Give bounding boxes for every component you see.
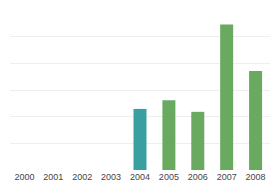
svg-text:2006: 2006 bbox=[188, 172, 208, 182]
svg-text:2005: 2005 bbox=[159, 172, 179, 182]
svg-text:2002: 2002 bbox=[72, 172, 92, 182]
svg-text:2004: 2004 bbox=[130, 172, 150, 182]
svg-text:2000: 2000 bbox=[14, 172, 34, 182]
svg-text:2001: 2001 bbox=[43, 172, 63, 182]
svg-text:2008: 2008 bbox=[246, 172, 266, 182]
svg-text:2003: 2003 bbox=[101, 172, 121, 182]
svg-text:2007: 2007 bbox=[217, 172, 237, 182]
